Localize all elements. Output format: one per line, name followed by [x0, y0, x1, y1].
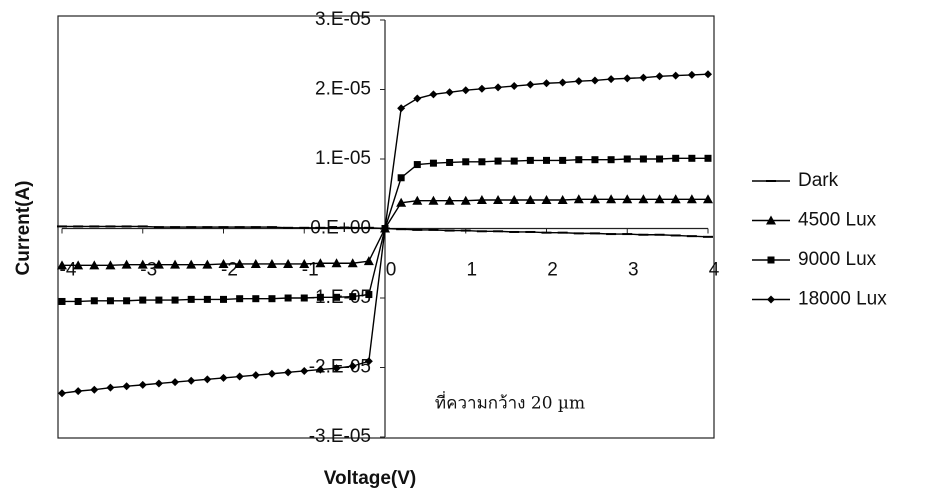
point — [639, 74, 647, 82]
point — [640, 156, 647, 163]
point — [397, 104, 405, 112]
point — [430, 160, 437, 167]
y-tick-label: 3.E-05 — [315, 9, 371, 30]
point — [107, 297, 114, 304]
point — [672, 72, 680, 80]
point — [333, 294, 340, 301]
point — [268, 295, 275, 302]
point — [398, 174, 405, 181]
point — [495, 158, 502, 165]
point — [172, 297, 179, 304]
point — [123, 382, 131, 390]
legend-label: 18000 Lux — [798, 289, 887, 310]
point — [575, 156, 582, 163]
y-tick-label: 1.E-05 — [315, 148, 371, 169]
point — [575, 77, 583, 85]
point — [543, 79, 551, 87]
point — [171, 378, 179, 386]
point — [462, 86, 470, 94]
point — [58, 389, 66, 397]
point — [414, 161, 421, 168]
point — [591, 76, 599, 84]
point — [204, 296, 211, 303]
point — [284, 368, 292, 376]
y-tick-label: 2.E-05 — [315, 79, 371, 100]
point — [349, 293, 356, 300]
point — [139, 297, 146, 304]
y-tick-label: -2.E-05 — [309, 357, 371, 378]
point — [252, 295, 259, 302]
point — [300, 367, 308, 375]
point — [220, 374, 228, 382]
point — [510, 82, 518, 90]
point — [220, 296, 227, 303]
point — [656, 156, 663, 163]
point — [268, 370, 276, 378]
legend-label: 9000 Lux — [798, 249, 877, 270]
point — [462, 158, 469, 165]
point — [187, 377, 195, 385]
point — [90, 386, 98, 394]
x-axis-title: Voltage(V) — [324, 468, 417, 489]
point — [688, 71, 696, 79]
point — [527, 157, 534, 164]
point — [236, 373, 244, 381]
y-axis-title: Current(A) — [13, 181, 34, 276]
point — [139, 381, 147, 389]
x-tick-label: 4 — [709, 260, 720, 281]
point — [74, 387, 82, 395]
point — [591, 156, 598, 163]
x-tick-label: 2 — [547, 260, 558, 281]
point — [704, 70, 712, 78]
legend-marker — [768, 257, 775, 264]
point — [623, 74, 631, 82]
point — [365, 291, 372, 298]
point — [511, 158, 518, 165]
point — [446, 88, 454, 96]
point — [413, 95, 421, 103]
point — [155, 297, 162, 304]
x-tick-label: 1 — [466, 260, 477, 281]
x-tick-label: 0 — [386, 260, 397, 281]
point — [317, 294, 324, 301]
point — [656, 72, 664, 80]
point — [705, 155, 712, 162]
point — [543, 157, 550, 164]
point — [478, 85, 486, 93]
point — [252, 371, 260, 379]
point — [672, 155, 679, 162]
x-tick-label: 3 — [628, 260, 639, 281]
point — [607, 75, 615, 83]
point — [688, 155, 695, 162]
point — [624, 156, 631, 163]
y-tick-label: -3.E-05 — [309, 426, 371, 447]
point — [106, 384, 114, 392]
point — [559, 157, 566, 164]
legend-label: 4500 Lux — [798, 210, 877, 231]
point — [75, 298, 82, 305]
point — [59, 298, 66, 305]
point — [123, 297, 130, 304]
point — [559, 79, 567, 87]
point — [446, 159, 453, 166]
point — [203, 375, 211, 383]
point — [155, 379, 163, 387]
legend-marker — [767, 296, 775, 304]
point — [301, 295, 308, 302]
point — [494, 83, 502, 91]
point — [478, 158, 485, 165]
point — [285, 295, 292, 302]
point — [526, 81, 534, 89]
point — [429, 90, 437, 98]
legend-label: Dark — [798, 170, 839, 191]
point — [608, 156, 615, 163]
point — [236, 295, 243, 302]
annotation: ที่ความกว้าง 20 µm — [435, 391, 585, 414]
point — [188, 296, 195, 303]
point — [91, 297, 98, 304]
chart: Current(A) Voltage(V) ที่ความกว้าง 20 µm… — [0, 0, 931, 497]
point — [364, 256, 374, 265]
